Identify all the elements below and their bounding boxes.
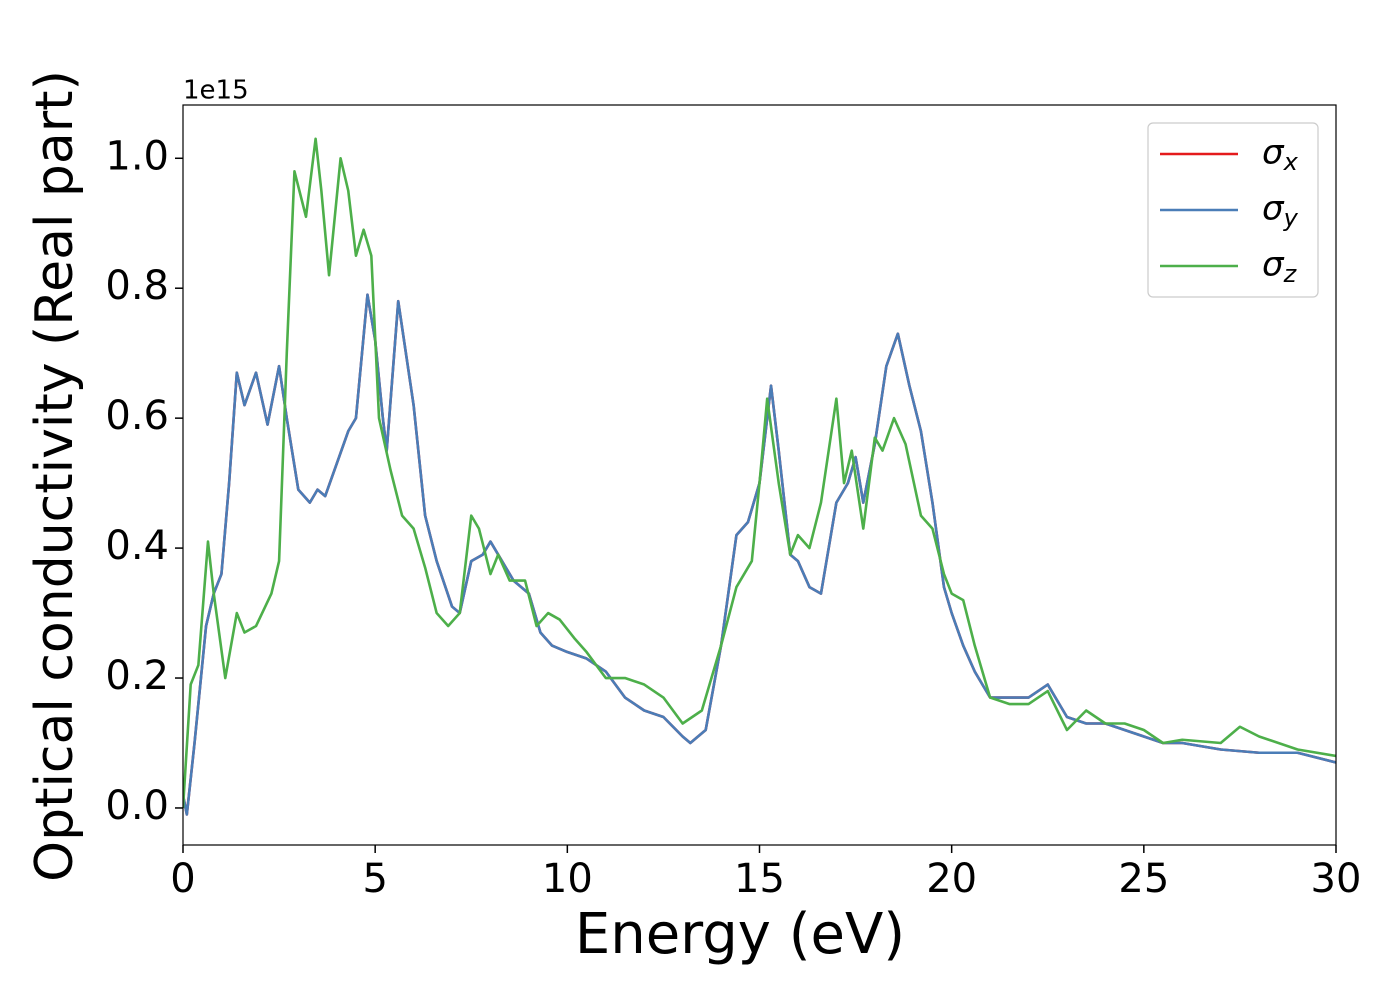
x-tick-label: 15 xyxy=(734,856,785,902)
x-tick-label: 25 xyxy=(1118,856,1169,902)
y-tick-label: 0.6 xyxy=(105,393,169,439)
series-line xyxy=(183,293,1336,816)
x-tick-label: 30 xyxy=(1311,856,1362,902)
y-tick-label: 0.0 xyxy=(105,783,169,829)
plot-frame xyxy=(182,104,1337,846)
x-axis-label: Energy (eV) xyxy=(575,902,905,967)
x-tick-label: 20 xyxy=(926,856,977,902)
y-tick-label: 0.4 xyxy=(105,523,169,569)
offset-label: 1e15 xyxy=(183,76,249,106)
x-tick-label: 10 xyxy=(542,856,593,902)
y-axis-label: Optical conductivity (Real part) xyxy=(25,70,85,882)
y-tick-label: 0.2 xyxy=(105,653,169,699)
x-tick-label: 0 xyxy=(170,856,195,902)
y-tick-label: 0.8 xyxy=(105,263,169,309)
y-tick-label: 1.0 xyxy=(105,133,169,179)
x-tick-label: 5 xyxy=(362,856,387,902)
series-line xyxy=(183,137,1336,809)
